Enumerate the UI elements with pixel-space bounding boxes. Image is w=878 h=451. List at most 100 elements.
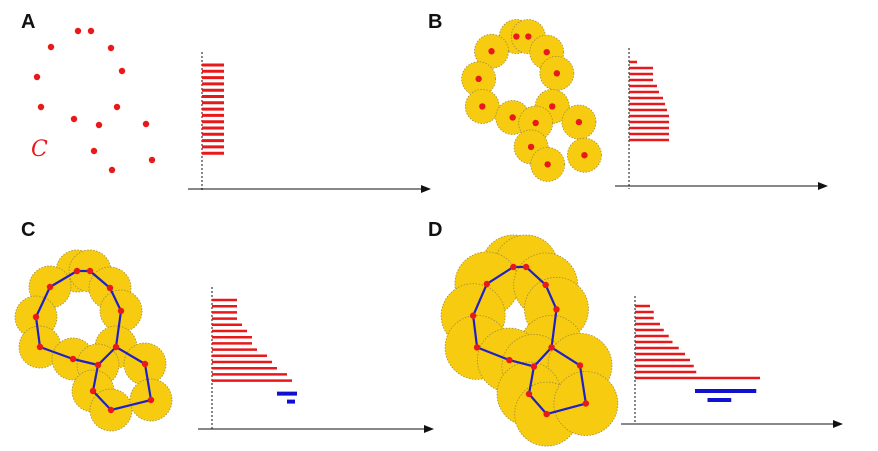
data-point — [112, 343, 120, 351]
edge — [527, 366, 536, 395]
data-point — [542, 281, 549, 289]
data-point — [33, 73, 41, 81]
data-point — [107, 44, 115, 52]
edge — [92, 390, 112, 411]
data-point — [94, 361, 102, 369]
data-point — [553, 306, 560, 313]
panel-B: B — [428, 11, 828, 190]
data-point — [106, 284, 114, 292]
edge — [97, 346, 117, 366]
panel-D: D — [428, 219, 843, 447]
data-point — [117, 307, 125, 315]
point-cloud — [32, 267, 155, 414]
data-point — [469, 312, 477, 319]
panel-label: B — [428, 11, 442, 33]
data-point — [74, 27, 82, 35]
data-point — [147, 396, 155, 404]
data-point — [576, 362, 584, 369]
panel-label: A — [21, 11, 35, 33]
edge — [35, 286, 51, 318]
point-cloud — [33, 27, 156, 174]
edge — [39, 345, 74, 361]
point-cloud — [469, 263, 590, 418]
data-point — [525, 33, 532, 40]
edge — [114, 310, 123, 348]
data-point — [527, 143, 535, 151]
data-point — [86, 267, 94, 275]
edge — [550, 346, 581, 367]
edge — [546, 402, 587, 416]
panel-C: C — [14, 219, 434, 433]
data-point — [37, 103, 45, 111]
edge — [91, 364, 100, 392]
data-point — [87, 27, 95, 35]
panel-label: D — [428, 219, 442, 241]
data-point — [36, 343, 44, 351]
data-point — [582, 400, 590, 407]
panel-label: C — [21, 219, 35, 241]
edge — [49, 270, 78, 288]
data-point — [108, 166, 116, 174]
data-point — [525, 390, 533, 398]
data-point — [522, 263, 530, 271]
data-point — [509, 114, 516, 121]
edge — [115, 346, 146, 365]
data-point — [46, 283, 54, 291]
point-cloud-label: C — [31, 137, 48, 162]
union-of-balls — [461, 19, 602, 182]
data-point — [113, 103, 121, 111]
data-point — [107, 406, 115, 414]
panel-A: AC — [21, 11, 431, 193]
edge — [34, 316, 42, 348]
data-point — [510, 263, 517, 271]
edge — [472, 283, 488, 317]
data-point — [530, 363, 538, 370]
edge — [550, 309, 558, 348]
data-point — [543, 48, 550, 56]
point-cloud — [475, 33, 588, 168]
complex-edges — [472, 265, 587, 416]
complex-edges — [34, 269, 153, 412]
data-point — [32, 313, 40, 321]
data-point — [142, 120, 150, 128]
edge — [476, 346, 510, 362]
data-point — [70, 115, 78, 123]
data-point — [575, 118, 583, 126]
edge — [544, 284, 558, 310]
data-point — [581, 152, 588, 159]
edge — [472, 315, 479, 348]
edge — [533, 346, 553, 368]
data-point — [90, 147, 98, 155]
edge — [143, 363, 153, 401]
edge — [525, 266, 547, 286]
edge — [578, 365, 587, 404]
data-point — [479, 103, 486, 110]
edge — [486, 266, 514, 285]
data-point — [89, 387, 97, 395]
data-point — [544, 161, 551, 168]
data-point — [141, 360, 149, 368]
data-point — [513, 33, 520, 40]
edge — [89, 270, 111, 289]
data-point — [73, 267, 81, 275]
data-point — [148, 156, 156, 164]
data-point — [549, 103, 556, 110]
data-point — [475, 75, 482, 83]
edge — [509, 359, 535, 368]
data-point — [488, 48, 495, 55]
data-point — [548, 344, 555, 351]
data-point — [118, 67, 126, 75]
data-point — [506, 356, 513, 364]
edge — [109, 287, 122, 312]
data-point — [69, 355, 77, 363]
data-point — [47, 43, 55, 51]
edge — [528, 393, 548, 415]
edge — [72, 357, 99, 367]
union-of-balls — [440, 234, 619, 447]
edge — [110, 398, 152, 412]
data-point — [553, 70, 561, 77]
data-point — [543, 410, 550, 418]
data-point — [95, 121, 103, 129]
data-point — [473, 344, 481, 351]
